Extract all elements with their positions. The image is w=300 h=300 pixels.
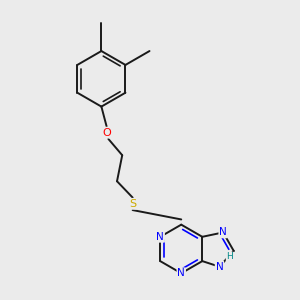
Text: N: N — [216, 262, 223, 272]
Text: S: S — [129, 199, 136, 209]
Text: N: N — [219, 227, 227, 237]
Text: H: H — [226, 253, 233, 262]
Text: N: N — [177, 268, 185, 278]
Text: N: N — [156, 232, 164, 242]
Text: O: O — [102, 128, 111, 138]
